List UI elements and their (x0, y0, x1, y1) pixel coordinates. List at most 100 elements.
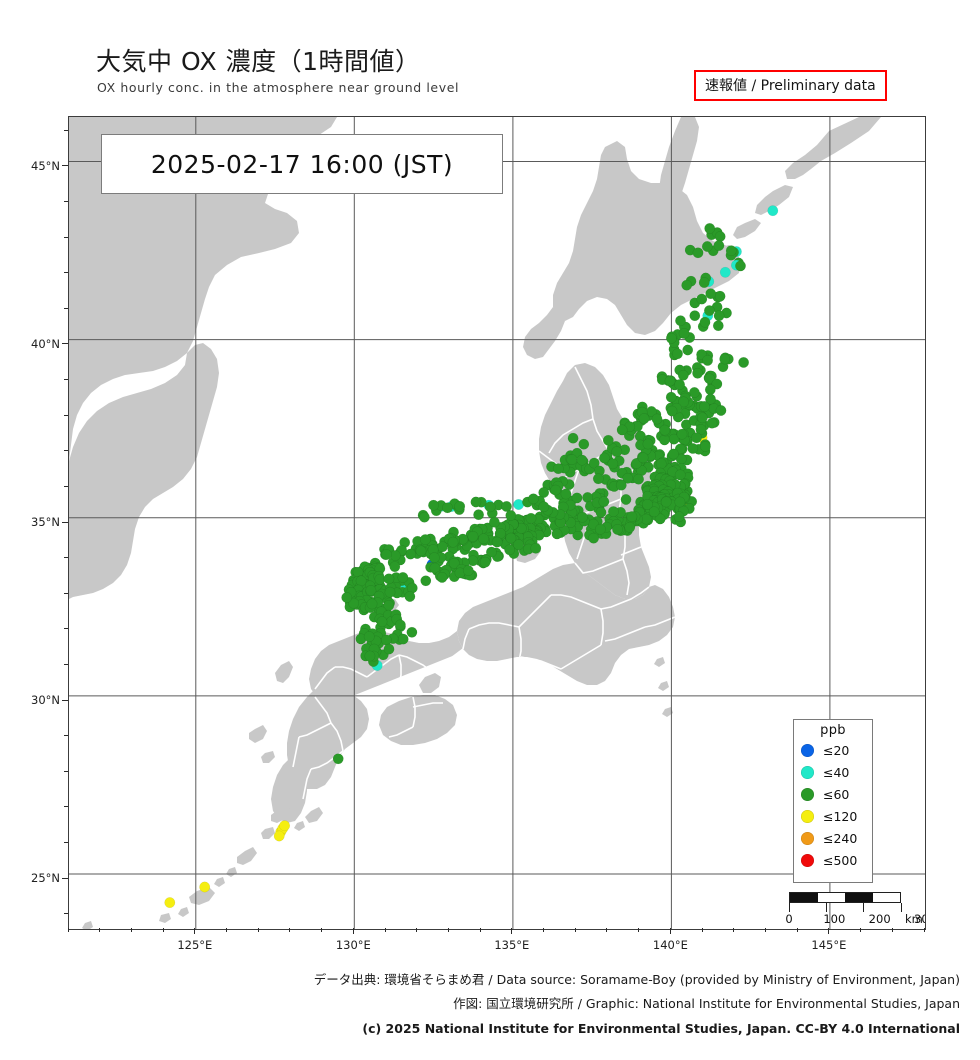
station-marker[interactable] (705, 288, 717, 300)
station-marker[interactable] (485, 546, 497, 558)
station-marker[interactable] (442, 502, 453, 514)
station-marker[interactable] (704, 373, 716, 385)
station-marker[interactable] (551, 528, 563, 540)
station-marker[interactable] (332, 753, 344, 765)
station-marker[interactable] (488, 516, 500, 528)
station-marker[interactable] (578, 438, 590, 450)
station-marker[interactable] (651, 413, 663, 425)
station-marker[interactable] (692, 367, 704, 379)
station-marker[interactable] (479, 556, 491, 568)
station-marker[interactable] (674, 469, 686, 481)
station-marker[interactable] (592, 473, 604, 485)
station-marker[interactable] (660, 496, 672, 508)
station-marker[interactable] (602, 434, 614, 446)
station-marker[interactable] (681, 279, 693, 291)
station-marker[interactable] (384, 586, 396, 598)
station-marker[interactable] (199, 881, 211, 893)
station-marker[interactable] (703, 305, 715, 317)
station-marker[interactable] (715, 405, 727, 416)
station-marker[interactable] (702, 354, 714, 366)
station-marker[interactable] (713, 240, 725, 252)
station-marker[interactable] (473, 509, 485, 521)
station-marker[interactable] (767, 205, 779, 217)
station-marker[interactable] (615, 479, 627, 491)
station-marker[interactable] (418, 511, 430, 523)
station-marker[interactable] (504, 544, 516, 556)
station-marker[interactable] (397, 633, 409, 645)
station-marker[interactable] (348, 597, 360, 609)
station-marker[interactable] (363, 631, 375, 643)
station-marker[interactable] (550, 484, 562, 496)
station-marker[interactable] (366, 598, 378, 610)
station-marker[interactable] (692, 247, 704, 259)
station-marker[interactable] (714, 290, 726, 302)
station-marker[interactable] (642, 438, 654, 450)
station-marker[interactable] (567, 432, 579, 444)
station-marker[interactable] (462, 565, 474, 576)
station-marker[interactable] (389, 561, 401, 573)
station-marker[interactable] (415, 545, 427, 557)
station-marker[interactable] (611, 446, 623, 458)
station-marker[interactable] (437, 541, 448, 553)
station-marker[interactable] (704, 222, 716, 234)
station-marker[interactable] (637, 452, 649, 464)
station-marker[interactable] (420, 575, 432, 587)
station-marker[interactable] (454, 500, 466, 512)
station-marker[interactable] (607, 458, 619, 470)
station-marker[interactable] (705, 393, 716, 405)
station-marker[interactable] (491, 536, 503, 548)
station-marker[interactable] (341, 592, 353, 603)
station-marker[interactable] (607, 506, 619, 518)
station-marker[interactable] (365, 585, 377, 596)
station-marker[interactable] (682, 344, 694, 356)
station-marker[interactable] (616, 424, 628, 436)
station-marker[interactable] (698, 277, 710, 289)
station-marker[interactable] (273, 830, 285, 842)
station-marker[interactable] (699, 401, 710, 413)
station-marker[interactable] (654, 513, 666, 525)
station-marker[interactable] (664, 375, 676, 387)
station-marker[interactable] (164, 897, 176, 909)
station-marker[interactable] (648, 506, 660, 518)
station-marker[interactable] (673, 511, 685, 523)
station-marker[interactable] (687, 442, 699, 454)
station-marker[interactable] (696, 293, 708, 305)
map-canvas[interactable]: 2025-02-17 16:00 (JST) ppb ≤20 ≤40 ≤60 ≤120… (68, 116, 926, 930)
station-marker[interactable] (428, 552, 440, 564)
station-marker[interactable] (405, 548, 416, 560)
station-marker[interactable] (691, 432, 702, 444)
station-marker[interactable] (448, 557, 460, 569)
station-marker[interactable] (428, 499, 439, 511)
station-marker[interactable] (552, 463, 564, 475)
station-marker[interactable] (571, 492, 583, 504)
station-marker[interactable] (699, 440, 711, 452)
station-marker[interactable] (380, 634, 392, 646)
station-marker[interactable] (655, 458, 667, 470)
station-marker[interactable] (429, 562, 441, 574)
station-marker[interactable] (397, 571, 409, 583)
station-marker[interactable] (501, 500, 512, 512)
station-marker[interactable] (383, 573, 395, 585)
station-marker[interactable] (376, 616, 388, 628)
station-marker[interactable] (513, 539, 525, 551)
station-marker[interactable] (364, 650, 376, 662)
station-marker[interactable] (624, 521, 636, 533)
station-marker[interactable] (667, 448, 679, 460)
station-marker[interactable] (406, 626, 418, 638)
station-marker[interactable] (706, 417, 718, 429)
station-marker[interactable] (678, 396, 690, 408)
station-marker[interactable] (713, 310, 725, 322)
station-marker[interactable] (566, 454, 578, 466)
station-marker[interactable] (677, 369, 689, 381)
station-marker[interactable] (699, 316, 711, 328)
station-marker[interactable] (598, 496, 610, 508)
station-marker[interactable] (659, 424, 671, 436)
station-marker[interactable] (701, 241, 713, 252)
station-marker[interactable] (505, 532, 517, 544)
station-marker[interactable] (714, 231, 726, 242)
station-marker[interactable] (712, 320, 724, 332)
station-marker[interactable] (725, 245, 737, 257)
station-marker[interactable] (689, 310, 701, 322)
station-marker[interactable] (383, 643, 395, 655)
station-marker[interactable] (530, 542, 542, 554)
